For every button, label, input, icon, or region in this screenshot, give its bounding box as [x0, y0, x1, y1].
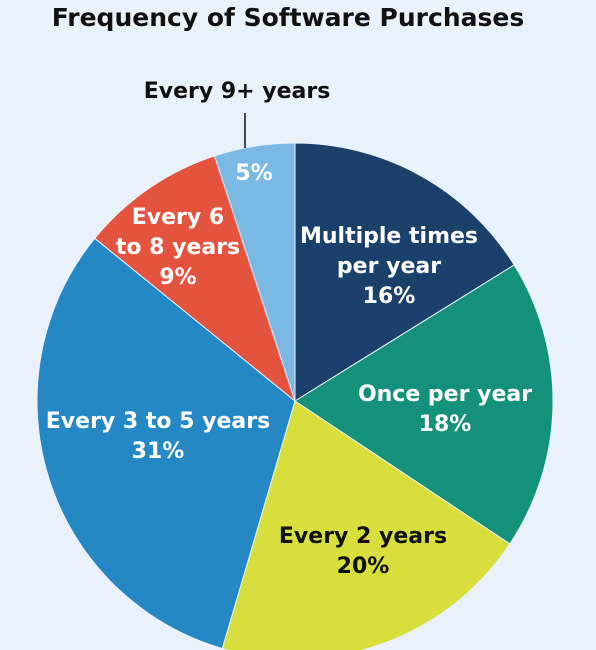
slice-label: Every 3 to 5 years [46, 409, 270, 434]
slice-label: Every 6 to 8 years [116, 205, 240, 260]
pie-slice [294, 264, 554, 545]
value-label: 20% [337, 554, 390, 579]
value-label: 31% [132, 439, 185, 464]
slice-label: Every 9+ years [144, 79, 331, 104]
pie-slice [36, 237, 296, 650]
pie-slice [94, 155, 297, 403]
pie-slice [221, 400, 511, 650]
value-label: 5% [235, 161, 272, 186]
labels: Multiple times per year 16% Once per year 18… [46, 79, 532, 579]
value-label: 18% [419, 412, 472, 437]
pie-slice [294, 142, 515, 402]
value-label: 9% [159, 265, 196, 290]
slice-label: Once per year [358, 382, 532, 407]
slice-label: Every 2 years [279, 524, 447, 549]
slices [36, 142, 554, 650]
value-label: 16% [363, 284, 416, 309]
chart-title: Frequency of Software Purchases [52, 3, 524, 32]
pie-slice [213, 142, 296, 402]
slice-label: Multiple times per year [300, 224, 478, 279]
